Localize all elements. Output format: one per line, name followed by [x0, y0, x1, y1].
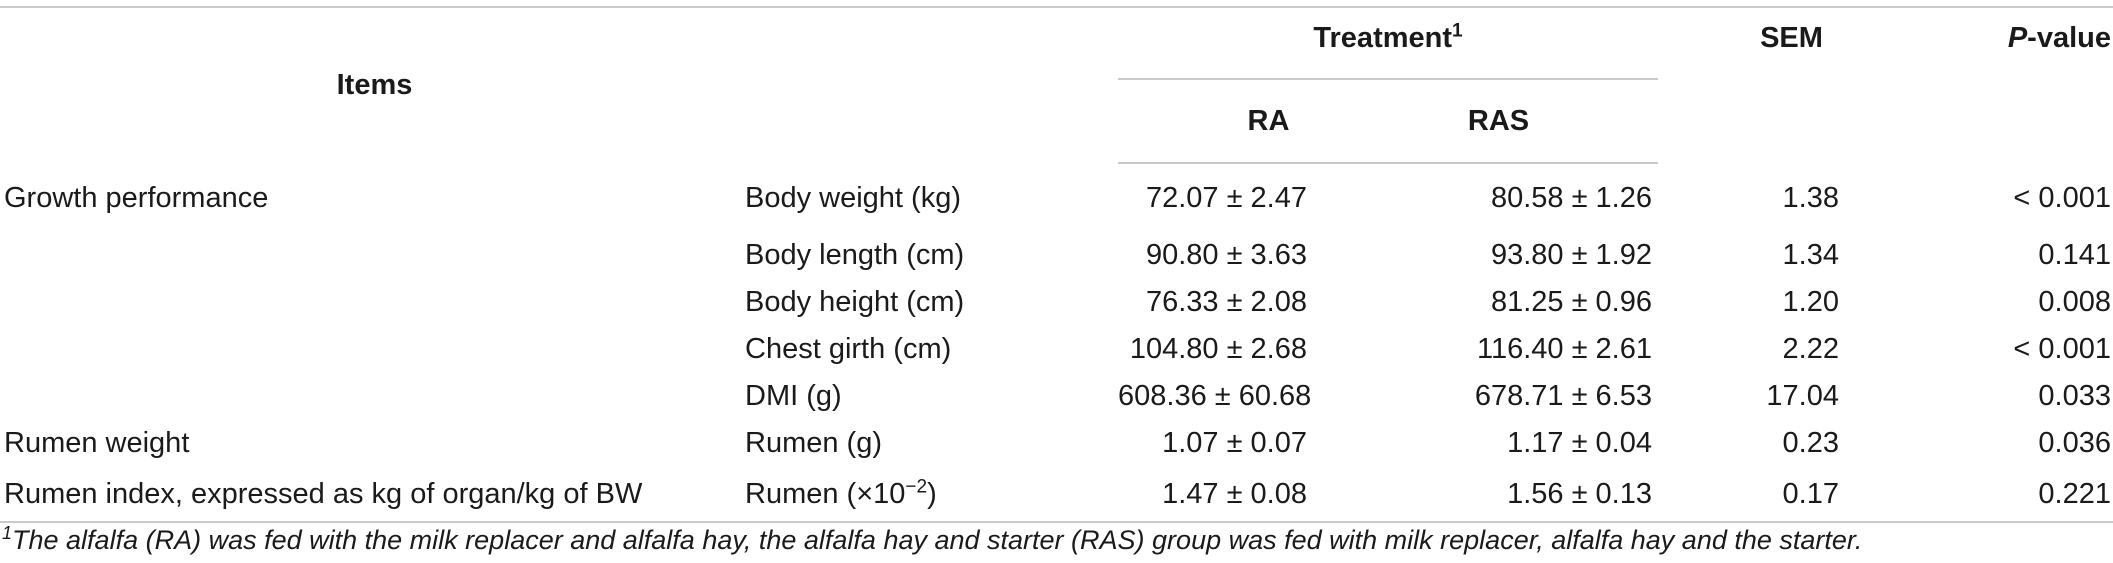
row-p-value: 0.141	[2038, 239, 2111, 271]
row-sem-value: 0.17	[1658, 467, 1885, 523]
row-sub-item: Rumen (×10−2)	[745, 467, 1118, 523]
row-sem-value: 2.22	[1782, 333, 1839, 365]
row-sem-value: 1.38	[1782, 181, 1839, 214]
row-sem-value: 17.04	[1766, 380, 1839, 412]
row-sub-item: DMI (g)	[745, 380, 842, 412]
table-row: Growth performance Body weight (kg) 72.0…	[0, 164, 2113, 232]
row-item: Rumen weight	[4, 427, 190, 459]
row-ras-value: 116.40 ± 2.61	[1476, 333, 1652, 365]
row-ra-value: 104.80 ± 2.68	[1129, 333, 1307, 365]
row-ra-value: 608.36 ± 60.68	[1118, 380, 1312, 412]
row-sub-item: Body weight (kg)	[745, 181, 961, 214]
row-p-value: 0.033	[2038, 380, 2111, 412]
row-item: Growth performance	[4, 181, 269, 214]
ra-header: RA	[1118, 80, 1329, 164]
row-sub-item: Body height (cm)	[745, 286, 965, 318]
treatment-header: Treatment1	[1118, 6, 1658, 80]
table-row: Body height (cm) 76.33 ± 2.08 81.25 ± 0.…	[0, 279, 2113, 326]
row-ras-value: 81.25 ± 0.96	[1490, 286, 1652, 318]
table-row: Body length (cm) 90.80 ± 3.63 93.80 ± 1.…	[0, 232, 2113, 279]
row-p-value: < 0.001	[2013, 181, 2111, 214]
footnote-text: The alfalfa (RA) was fed with the milk r…	[12, 525, 1863, 555]
row-p-value: 0.221	[1885, 467, 2113, 523]
row-p-value: < 0.001	[2013, 333, 2111, 365]
row-ras-value: 1.17 ± 0.04	[1507, 427, 1652, 459]
row-sub-item: Rumen (g)	[745, 427, 882, 459]
treatment-rule	[1118, 78, 1658, 80]
row-ras-value: 1.56 ± 0.13	[1329, 467, 1658, 523]
row-item	[0, 373, 745, 420]
table-row: Rumen weight Rumen (g) 1.07 ± 0.07 1.17 …	[0, 420, 2113, 467]
row-ras-value: 80.58 ± 1.26	[1490, 181, 1652, 214]
row-ra-value: 1.47 ± 0.08	[1118, 467, 1329, 523]
footnote-marker: 1	[2, 523, 13, 543]
row-item	[0, 279, 745, 326]
row-ra-value: 72.07 ± 2.47	[1145, 181, 1307, 214]
table-row: DMI (g) 608.36 ± 60.68 678.71 ± 6.53 17.…	[0, 373, 2113, 420]
table-row: Rumen index, expressed as kg of organ/kg…	[0, 467, 2113, 523]
p-value-header: P-value	[1885, 6, 2113, 163]
row-item	[0, 232, 745, 279]
sem-header: SEM	[1658, 6, 1885, 163]
row-sub-item: Body length (cm)	[745, 239, 965, 271]
row-sub-item: Chest girth (cm)	[745, 333, 952, 365]
header-row-1: Items Treatment1 SEM P-value	[0, 6, 2113, 163]
row-ra-value: 76.33 ± 2.08	[1145, 286, 1307, 318]
items-header: Items	[0, 6, 745, 163]
row-ras-value: 678.71 ± 6.53	[1474, 380, 1652, 412]
table-row: Chest girth (cm) 104.80 ± 2.68 116.40 ± …	[0, 326, 2113, 373]
growth-performance-table: Items Treatment1 SEM P-value RA RAS	[0, 6, 2113, 523]
header-row-2: RA RAS	[0, 80, 2113, 164]
row-ras-value: 93.80 ± 1.92	[1490, 239, 1652, 271]
row-sem-value: 1.20	[1782, 286, 1839, 318]
table-footnote: 1The alfalfa (RA) was fed with the milk …	[2, 523, 1863, 556]
row-p-value: 0.008	[2038, 286, 2111, 318]
row-sem-value: 1.34	[1782, 239, 1839, 271]
row-ra-value: 90.80 ± 3.63	[1145, 239, 1307, 271]
row-sem-value: 0.23	[1782, 427, 1839, 459]
row-p-value: 0.036	[2038, 427, 2111, 459]
row-item	[0, 326, 745, 373]
sub-item-header	[745, 6, 1118, 163]
ras-header: RAS	[1329, 80, 1658, 164]
row-ra-value: 1.07 ± 0.07	[1162, 427, 1307, 459]
row-item: Rumen index, expressed as kg of organ/kg…	[0, 467, 745, 523]
